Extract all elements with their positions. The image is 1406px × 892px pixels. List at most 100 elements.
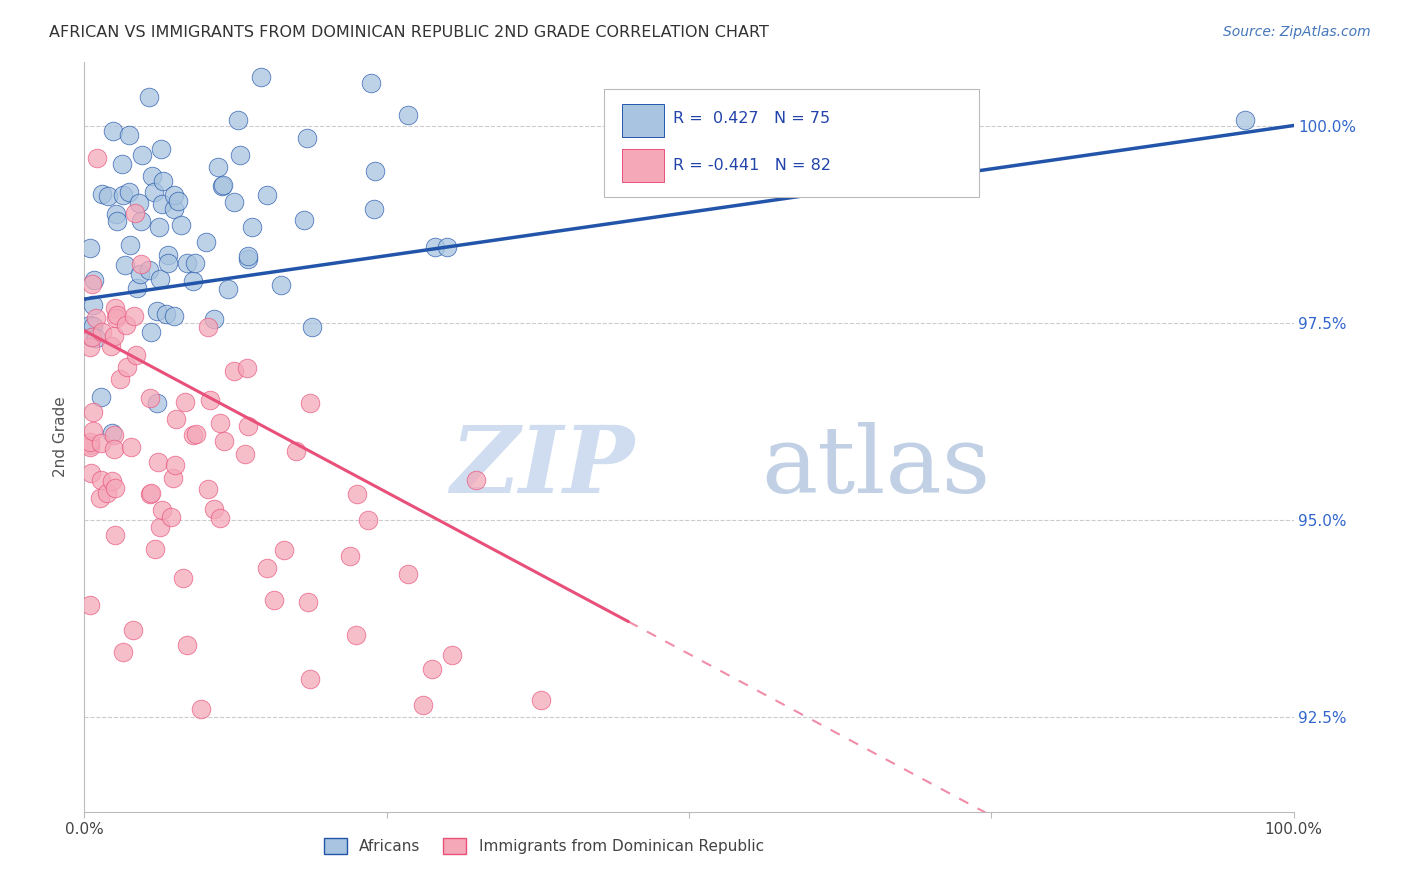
Point (360, 76, 382, 90)
Point (157, 248, 180, 262)
Text: R =  0.427   N = 75: R = 0.427 N = 75 (673, 112, 831, 126)
Point (90, 390, 112, 404)
Point (149, 520, 172, 534)
Point (129, 213, 152, 227)
Point (301, 319, 323, 334)
Point (235, 447, 257, 461)
Point (108, 372, 131, 386)
Point (440, 648, 463, 662)
Point (79, 240, 101, 254)
Point (103, 442, 125, 456)
Point (236, 361, 259, 376)
Text: atlas: atlas (762, 422, 991, 512)
Point (181, 428, 204, 442)
Point (208, 511, 231, 525)
Point (138, 90, 160, 104)
Point (236, 249, 259, 263)
Point (118, 128, 141, 142)
Point (138, 263, 160, 277)
Point (270, 277, 292, 292)
Point (105, 311, 128, 326)
Point (118, 186, 141, 200)
Point (339, 549, 361, 563)
Point (149, 142, 172, 156)
Point (115, 318, 138, 332)
Point (250, 70, 273, 84)
Point (346, 487, 368, 501)
Legend: Africans, Immigrants from Dominican Republic: Africans, Immigrants from Dominican Repu… (318, 832, 770, 860)
Point (86, 151, 108, 165)
FancyBboxPatch shape (623, 149, 664, 182)
Point (104, 481, 127, 495)
Point (115, 360, 138, 375)
Point (89, 491, 111, 505)
Point (256, 561, 278, 575)
Point (197, 482, 219, 496)
Point (222, 195, 245, 210)
Point (143, 186, 166, 200)
Point (176, 256, 198, 270)
Point (208, 416, 231, 430)
Point (79, 440, 101, 454)
Point (146, 455, 169, 469)
Point (146, 396, 169, 410)
Point (174, 395, 197, 409)
Point (263, 593, 285, 607)
FancyBboxPatch shape (623, 104, 664, 137)
Point (169, 218, 191, 232)
Point (91, 325, 114, 339)
Point (124, 206, 146, 220)
Point (229, 148, 252, 162)
Point (129, 256, 152, 270)
Point (165, 411, 187, 425)
Point (211, 178, 233, 193)
Point (111, 645, 134, 659)
Point (217, 282, 239, 296)
Point (129, 267, 152, 281)
Point (181, 274, 204, 288)
Point (226, 113, 249, 128)
Point (84, 331, 107, 345)
Point (104, 301, 127, 315)
Point (122, 310, 145, 324)
Point (297, 595, 319, 609)
Point (114, 258, 136, 272)
Point (101, 425, 124, 440)
Point (157, 256, 180, 270)
Point (103, 124, 125, 138)
Point (96, 486, 118, 500)
Point (292, 213, 315, 227)
Point (82, 298, 104, 312)
Point (118, 238, 141, 252)
Point (295, 131, 318, 145)
Point (139, 486, 162, 500)
Point (364, 163, 387, 178)
Point (84, 310, 107, 325)
Point (207, 160, 229, 174)
Point (363, 202, 385, 216)
Point (89, 474, 111, 488)
Point (176, 638, 198, 652)
Point (943, 121, 966, 136)
Point (762, 125, 785, 139)
Point (120, 440, 142, 454)
Point (190, 702, 212, 716)
Y-axis label: 2nd Grade: 2nd Grade (53, 397, 69, 477)
Point (285, 443, 308, 458)
Point (100, 338, 122, 352)
Point (128, 195, 150, 210)
Point (197, 319, 219, 334)
Point (172, 571, 194, 585)
Point (145, 541, 167, 556)
Point (148, 220, 170, 235)
FancyBboxPatch shape (605, 88, 979, 197)
Point (82, 405, 104, 419)
Point (83, 273, 105, 287)
Point (101, 474, 124, 488)
Point (79, 318, 101, 332)
Point (150, 197, 173, 211)
Point (236, 418, 259, 433)
Point (222, 364, 245, 378)
Point (530, 693, 553, 707)
Point (79, 340, 101, 354)
